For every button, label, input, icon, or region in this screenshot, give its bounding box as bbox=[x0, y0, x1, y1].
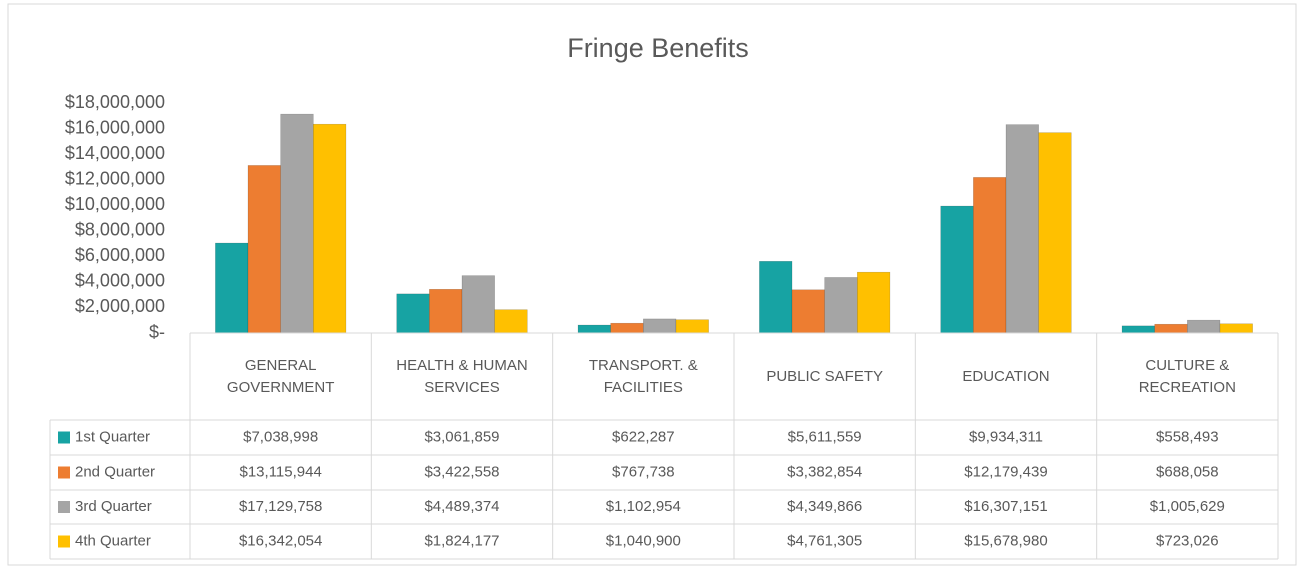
chart-frame bbox=[7, 3, 1297, 566]
table-value: $1,040,900 bbox=[606, 532, 681, 549]
table-value: $13,115,944 bbox=[240, 463, 322, 480]
table-value: $7,038,998 bbox=[243, 428, 318, 445]
table-value: $688,058 bbox=[1156, 463, 1219, 480]
bar bbox=[313, 123, 347, 334]
table-value: $16,342,054 bbox=[239, 532, 322, 549]
table-value: $3,061,859 bbox=[424, 428, 499, 445]
table-value: $5,611,559 bbox=[788, 428, 862, 445]
table-value: $1,102,954 bbox=[606, 498, 681, 515]
category-cell: EDUCATION bbox=[962, 367, 1050, 385]
x-tick-label: CULTURE & RECREATION bbox=[1138, 356, 1236, 396]
x-tick-label: TRANSPORT. & FACILITIES bbox=[588, 356, 698, 396]
bar bbox=[429, 289, 463, 334]
bar bbox=[577, 324, 611, 334]
y-tick-label: $8,000,000 bbox=[75, 220, 165, 240]
bar bbox=[940, 205, 974, 334]
bar bbox=[610, 322, 644, 334]
x-tick-label: HEALTH & HUMAN SERVICES bbox=[396, 356, 528, 396]
x-tick-label: EDUCATION bbox=[962, 367, 1050, 385]
category-cell: CULTURE & RECREATION bbox=[1138, 356, 1236, 396]
category-cell: GENERAL GOVERNMENT bbox=[226, 356, 335, 396]
bar bbox=[1121, 325, 1155, 334]
bar bbox=[247, 165, 281, 334]
bar bbox=[1038, 132, 1072, 334]
table-value: $767,738 bbox=[612, 463, 675, 480]
category-cell: TRANSPORT. & FACILITIES bbox=[588, 356, 698, 396]
y-tick-label: $12,000,000 bbox=[65, 168, 165, 188]
legend-label: 3rd Quarter bbox=[75, 498, 152, 515]
table-value: $3,422,558 bbox=[424, 463, 499, 480]
bar bbox=[759, 261, 793, 334]
legend-label: 4th Quarter bbox=[75, 532, 151, 549]
y-tick-label: $- bbox=[149, 322, 165, 342]
bar bbox=[1219, 323, 1253, 334]
bar bbox=[396, 293, 430, 334]
table-value: $12,179,439 bbox=[964, 463, 1047, 480]
bar bbox=[1005, 124, 1039, 334]
table-value: $4,349,866 bbox=[787, 498, 862, 515]
y-tick-label: $18,000,000 bbox=[65, 92, 165, 112]
y-tick-label: $6,000,000 bbox=[75, 245, 165, 265]
y-tick-label: $16,000,000 bbox=[65, 117, 165, 137]
category-cell: HEALTH & HUMAN SERVICES bbox=[396, 356, 528, 396]
legend-label: 2nd Quarter bbox=[75, 463, 155, 480]
table-value: $558,493 bbox=[1156, 428, 1219, 445]
table-value: $16,307,151 bbox=[964, 498, 1047, 515]
bar bbox=[791, 289, 825, 334]
bar bbox=[215, 242, 249, 334]
y-tick-label: $4,000,000 bbox=[75, 271, 165, 291]
table-value: $4,489,374 bbox=[424, 498, 499, 515]
bar bbox=[280, 113, 314, 334]
table-value: $3,382,854 bbox=[787, 463, 862, 480]
table-value: $15,678,980 bbox=[964, 532, 1047, 549]
category-cell: PUBLIC SAFETY bbox=[766, 367, 884, 385]
bar bbox=[973, 177, 1007, 334]
bar bbox=[857, 271, 891, 334]
legend-key bbox=[58, 431, 70, 444]
bar bbox=[675, 319, 709, 334]
table-value: $723,026 bbox=[1156, 532, 1219, 549]
table-value: $9,934,311 bbox=[969, 428, 1043, 445]
bar bbox=[494, 309, 528, 334]
y-tick-label: $2,000,000 bbox=[75, 296, 165, 316]
table-value: $1,005,629 bbox=[1150, 498, 1225, 515]
bar bbox=[461, 275, 495, 334]
table-value: $1,824,177 bbox=[424, 532, 499, 549]
y-tick-label: $14,000,000 bbox=[65, 143, 165, 163]
x-tick-label: PUBLIC SAFETY bbox=[766, 367, 884, 385]
table-value: $622,287 bbox=[612, 428, 675, 445]
y-tick-label: $10,000,000 bbox=[65, 194, 165, 214]
x-tick-label: GENERAL GOVERNMENT bbox=[226, 356, 335, 396]
bar bbox=[1154, 323, 1188, 334]
legend-key bbox=[58, 535, 70, 548]
bar bbox=[1187, 319, 1221, 334]
legend-label: 1st Quarter bbox=[75, 428, 150, 445]
table-value: $17,129,758 bbox=[239, 498, 322, 515]
table-value: $4,761,305 bbox=[787, 532, 862, 549]
legend-key bbox=[58, 501, 70, 513]
legend-key bbox=[58, 466, 70, 479]
bar bbox=[643, 318, 677, 334]
bar bbox=[824, 277, 858, 334]
chart-title: Fringe Benefits bbox=[567, 33, 749, 63]
